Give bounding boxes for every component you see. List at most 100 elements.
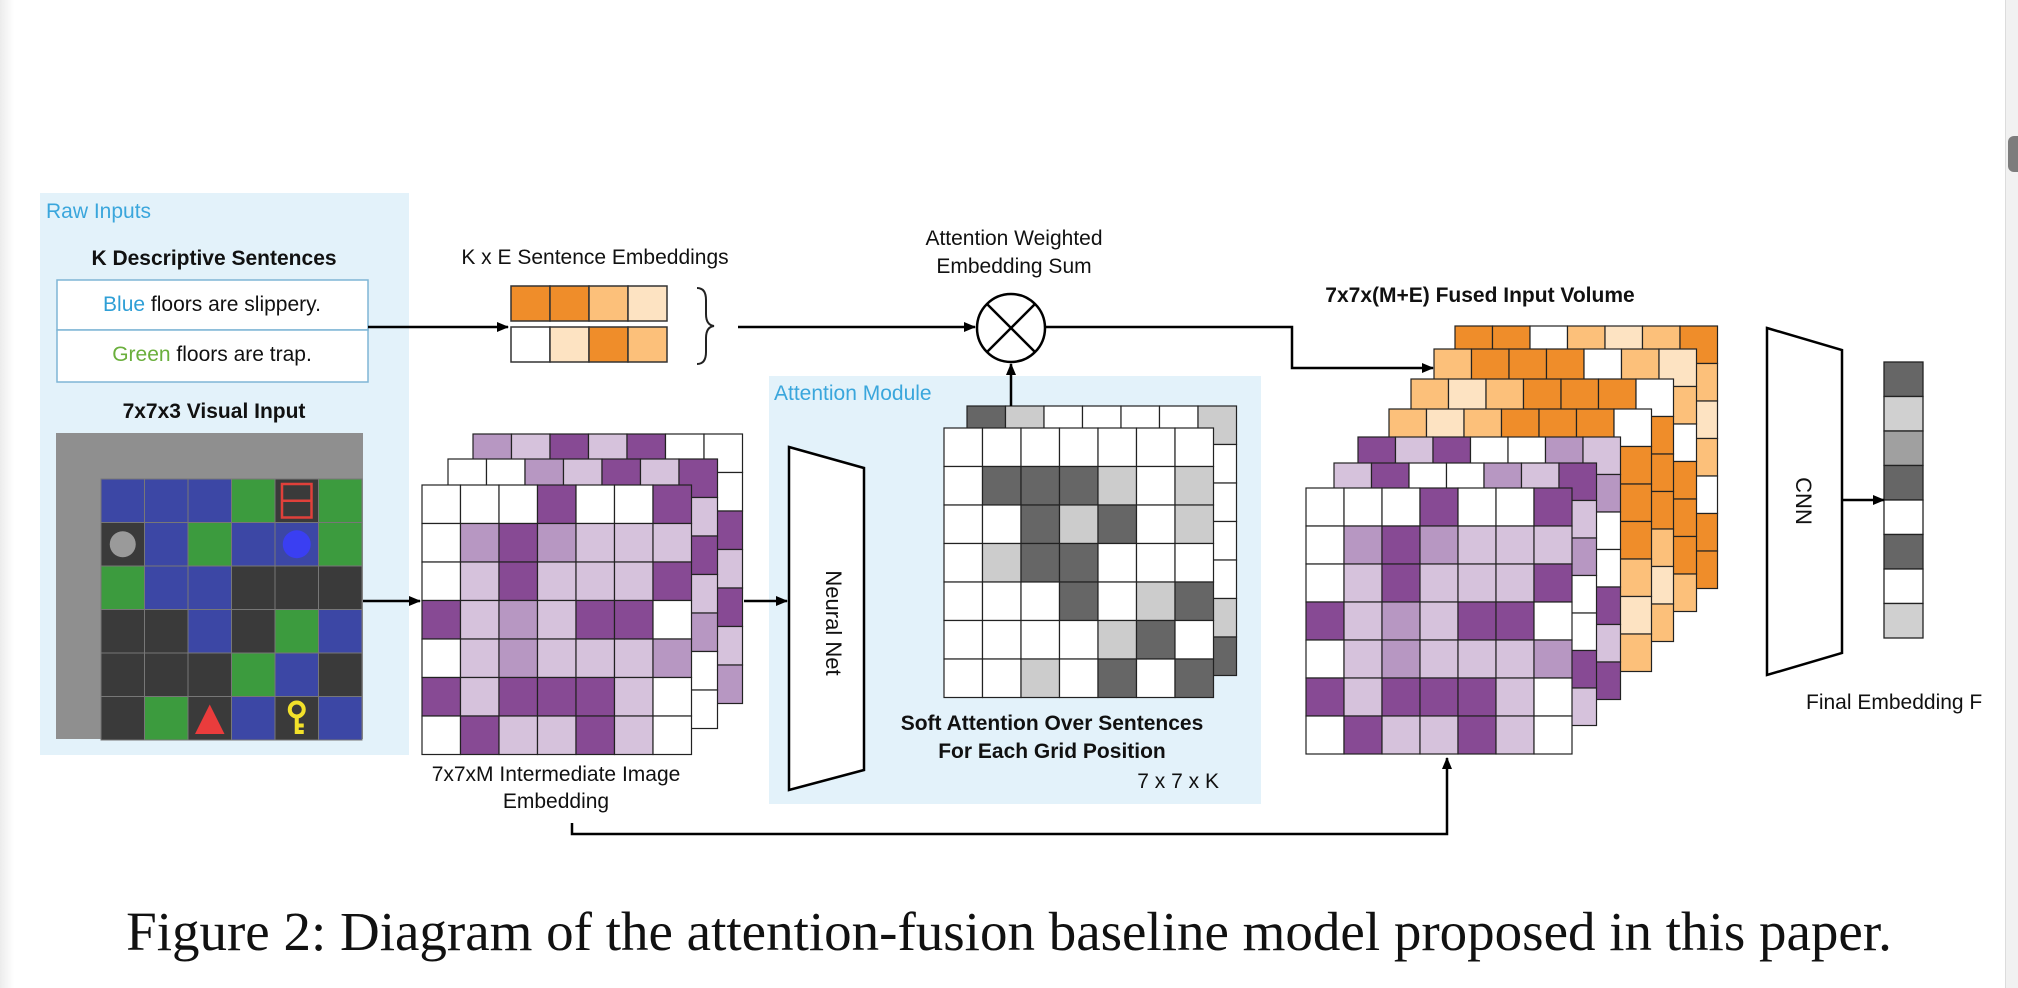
grid-cell [1097,542,1138,583]
fused-volume-label: 7x7x(M+E) Fused Input Volume [1325,284,1634,307]
visual-cell [231,522,276,567]
final-embedding-cell [1883,602,1924,639]
grid-cell [1305,601,1345,641]
grid-cell [1343,601,1383,641]
left-margin-shade [0,0,14,988]
grid-cell [1381,601,1421,641]
grid-cell [1135,658,1176,699]
grid-cell [1020,542,1061,583]
grid-cell [1381,639,1421,679]
grid-cell [498,638,539,679]
grid-cell [1058,658,1099,699]
sentence-1: Blue floors are slippery. [103,293,321,316]
grid-cell [1097,504,1138,545]
visual-cell [187,565,232,610]
intermediate-label-1: 7x7xM Intermediate Image [432,763,681,786]
embedding-cell [588,285,629,322]
grid-cell [575,522,616,563]
grid-cell [1174,581,1215,622]
visual-cell [231,565,276,610]
raw-inputs-title: Raw Inputs [46,200,151,223]
grid-cell [1457,487,1497,527]
grid-cell [421,638,462,679]
grid-cell [1457,677,1497,717]
grid-cell [652,715,693,756]
sentence-embedding-rows [510,285,668,363]
sentence-2-rest: floors are trap. [171,343,312,366]
embedding-cell [549,285,590,322]
grid-cell [943,542,984,583]
grid-cell [1419,487,1459,527]
arrow-intermediate-to-fused [570,757,1452,836]
final-embedding-cell [1883,361,1924,398]
grid-cell [1533,639,1573,679]
visual-cell [231,478,276,523]
grid-cell [1495,715,1535,755]
grid-cell [1658,348,1698,388]
grid-cell [536,715,577,756]
grid-cell [652,676,693,717]
final-embedding-cell [1883,464,1924,501]
grid-cell [1533,601,1573,641]
visual-cell [144,565,189,610]
fused-purple-layer-front [1305,487,1573,755]
grid-cell [1495,601,1535,641]
visual-input-header: 7x7x3 Visual Input [123,400,306,423]
grid-cell [1305,525,1345,565]
grid-cell [652,599,693,640]
final-embedding-cell [1883,395,1924,432]
grid-cell [498,715,539,756]
grid-cell [1058,427,1099,468]
visual-input-grid [100,478,363,741]
embedding-cell [588,326,629,363]
grid-cell [498,522,539,563]
grid-cell [1135,427,1176,468]
figure-caption: Figure 2: Diagram of the attention-fusio… [126,901,1892,962]
attention-layer-front [943,427,1215,699]
attention-sum-label-1: Attention Weighted [925,227,1102,250]
grid-cell [421,715,462,756]
grid-cell [536,484,577,525]
grid-cell [1381,715,1421,755]
sentence-1-color-word: Blue [103,293,145,316]
visual-cell [187,522,232,567]
grid-cell [498,599,539,640]
visual-cell [231,609,276,654]
grid-cell [1381,487,1421,527]
grid-cell [421,522,462,563]
neural-net-block [787,445,866,792]
grid-cell [1020,581,1061,622]
grid-cell [1058,465,1099,506]
visual-cell [318,522,363,567]
grid-cell [536,638,577,679]
grid-cell [575,715,616,756]
grid-cell [1533,525,1573,565]
sentence-box-2 [56,329,369,383]
scrollbar-track[interactable] [2005,0,2018,988]
grid-cell [498,484,539,525]
grid-cell [1020,465,1061,506]
grid-cell [1457,525,1497,565]
grid-cell [1174,619,1215,660]
grid-cell [1381,525,1421,565]
grid-cell [1305,639,1345,679]
grid-cell [536,522,577,563]
grid-cell [1343,715,1383,755]
visual-cell [100,609,145,654]
scrollbar-thumb[interactable] [2008,136,2018,172]
grid-cell [1097,581,1138,622]
grid-cell [1533,487,1573,527]
grid-cell [943,504,984,545]
grid-cell [1097,427,1138,468]
intermediate-label-2: Embedding [503,790,609,813]
grid-cell [981,658,1022,699]
grid-cell [1533,563,1573,603]
visual-cell [318,565,363,610]
model-diagram: Raw Inputs K Descriptive Sentences Blue … [40,193,1982,836]
visual-cell [274,609,319,654]
grid-cell [613,484,654,525]
grid-cell [421,484,462,525]
grid-cell [613,599,654,640]
visual-cell [144,522,189,567]
visual-cell [100,696,145,741]
